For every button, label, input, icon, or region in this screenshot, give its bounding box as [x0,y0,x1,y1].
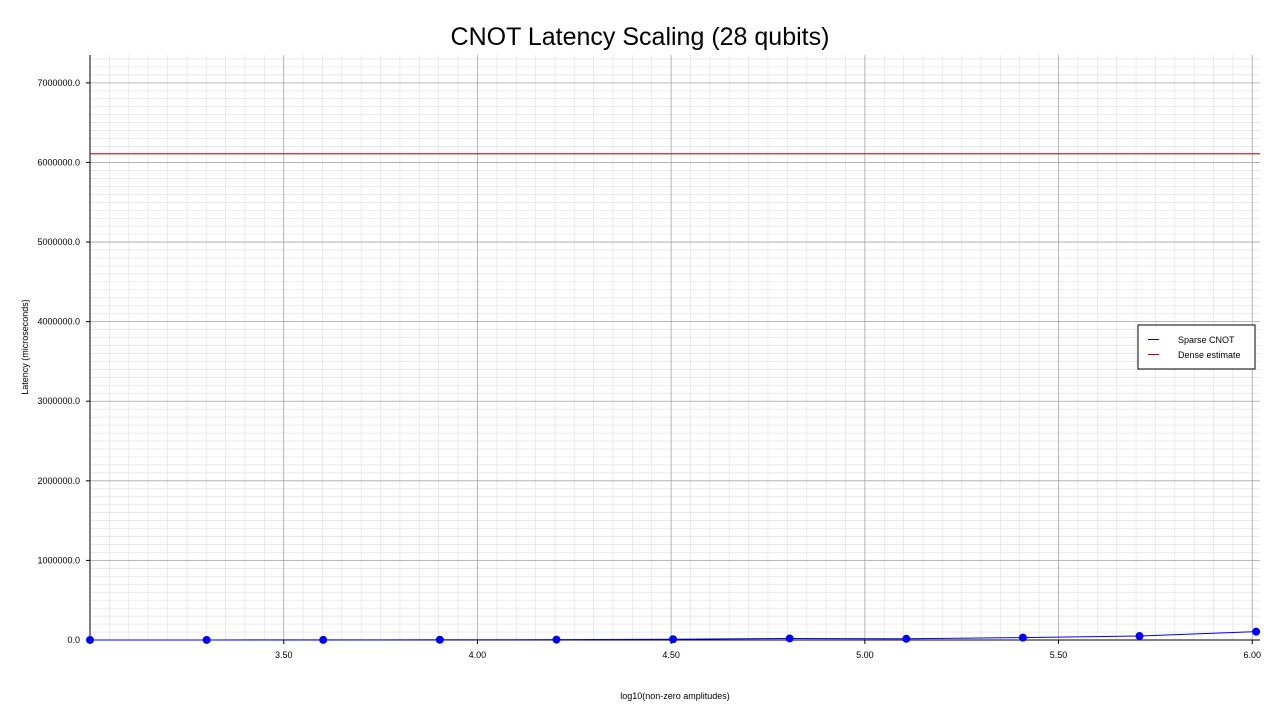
legend: Sparse CNOT Dense estimate [1137,324,1256,370]
y-axis-label: Latency (microseconds) [20,299,30,395]
legend-box [1137,324,1256,370]
y-tick-label: 6000000.0 [37,157,80,167]
y-tick-label: 3000000.0 [37,396,80,406]
y-tick-label: 1000000.0 [37,555,80,565]
y-tick-label: 0.0 [67,635,80,645]
x-tick-label: 3.50 [275,650,293,660]
data-point-sparse-cnot [1018,633,1027,642]
x-tick-label: 5.00 [856,650,874,660]
data-point-sparse-cnot [86,635,94,644]
legend-label-dense-estimate: Dense estimate [1178,350,1241,360]
x-tick-label: 5.50 [1050,650,1068,660]
y-tick-label: 5000000.0 [37,237,80,247]
x-axis-ticks: 3.50 4.00 4.50 5.00 5.50 6.00 [275,640,1261,660]
y-tick-label: 4000000.0 [37,317,80,327]
series-layer [86,153,1261,644]
data-point-sparse-cnot [669,635,678,644]
y-tick-label: 2000000.0 [37,476,80,486]
y-axis-ticks: 0.0 1000000.0 2000000.0 3000000.0 4000000.0 5… [37,78,90,645]
x-axis-label: log10(non-zero amplitudes) [620,691,730,701]
data-point-sparse-cnot [1135,632,1144,641]
x-tick-label: 4.00 [469,650,487,660]
x-tick-label: 4.50 [662,650,680,660]
data-point-sparse-cnot [785,634,794,643]
data-point-sparse-cnot [1252,627,1261,636]
data-point-sparse-cnot [552,635,561,644]
chart-title: CNOT Latency Scaling (28 qubits) [451,23,830,51]
y-tick-label: 7000000.0 [37,78,80,88]
data-point-sparse-cnot [902,634,911,643]
x-tick-label: 6.00 [1243,650,1261,660]
data-point-sparse-cnot [435,635,444,644]
legend-label-sparse-cnot: Sparse CNOT [1178,335,1235,345]
data-point-sparse-cnot [202,635,211,644]
major-grid [90,55,1260,641]
data-point-sparse-cnot [319,635,328,644]
minor-grid [89,55,1260,641]
